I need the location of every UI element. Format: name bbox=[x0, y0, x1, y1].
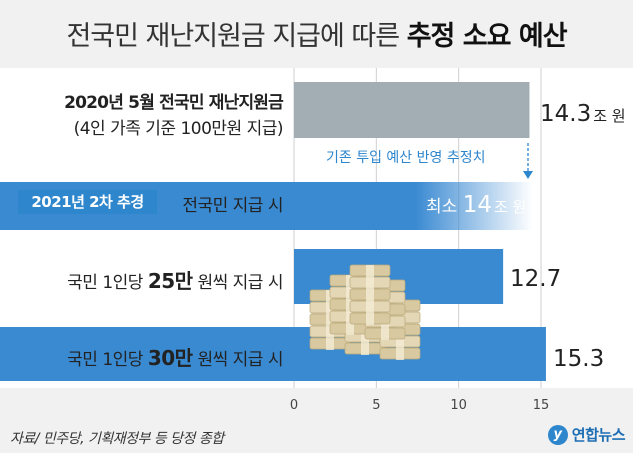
value-label-row4: 15.3 bbox=[553, 346, 604, 372]
row1-label-line1: 2020년 5월 전국민 재난지원금 bbox=[64, 93, 284, 113]
money-stack-illustration bbox=[309, 264, 421, 360]
brand-logo: y 연합뉴스 bbox=[547, 424, 626, 445]
brand-mark-icon: y bbox=[547, 424, 568, 445]
value-label-row3: 12.7 bbox=[510, 266, 561, 292]
value-label-row1: 14.3 조 원 bbox=[540, 101, 626, 127]
unit-row2: 조 원 bbox=[494, 198, 526, 216]
supplementary-budget-badge: 2021년 2차 추경 bbox=[18, 190, 157, 214]
title-bold: 추정 소요 예산 bbox=[406, 21, 568, 52]
x-tick-label-1: 5 bbox=[372, 398, 380, 413]
row3-label: 국민 1인당 25만 원씩 지급 시 bbox=[67, 269, 283, 293]
x-tick-label-2: 10 bbox=[450, 398, 467, 413]
x-tick-label-3: 15 bbox=[533, 398, 550, 413]
annotation-label: 기존 투입 예산 반영 추정치 bbox=[326, 150, 485, 166]
chart-title: 전국민 재난지원금 지급에 따른 추정 소요 예산 bbox=[0, 14, 633, 53]
title-normal: 전국민 재난지원금 지급에 따른 bbox=[66, 21, 400, 52]
bar-row1 bbox=[294, 82, 530, 138]
value-row2: 14 bbox=[463, 192, 492, 218]
row4-label: 국민 1인당 30만 원씩 지급 시 bbox=[67, 346, 283, 370]
x-tick-label-0: 0 bbox=[290, 398, 298, 413]
unit-row1: 조 원 bbox=[593, 107, 625, 125]
money-band bbox=[366, 265, 374, 325]
source-note: 자료/ 민주당, 기획재정부 등 당정 종합 bbox=[10, 431, 224, 447]
row2-label: 전국민 지급 시 bbox=[182, 196, 283, 216]
row1-label-line2: (4인 가족 기준 100만원 지급) bbox=[73, 119, 284, 139]
bar-row4-band bbox=[0, 327, 294, 381]
brand-name: 연합뉴스 bbox=[571, 426, 626, 444]
annotation-arrow-icon bbox=[523, 171, 533, 179]
